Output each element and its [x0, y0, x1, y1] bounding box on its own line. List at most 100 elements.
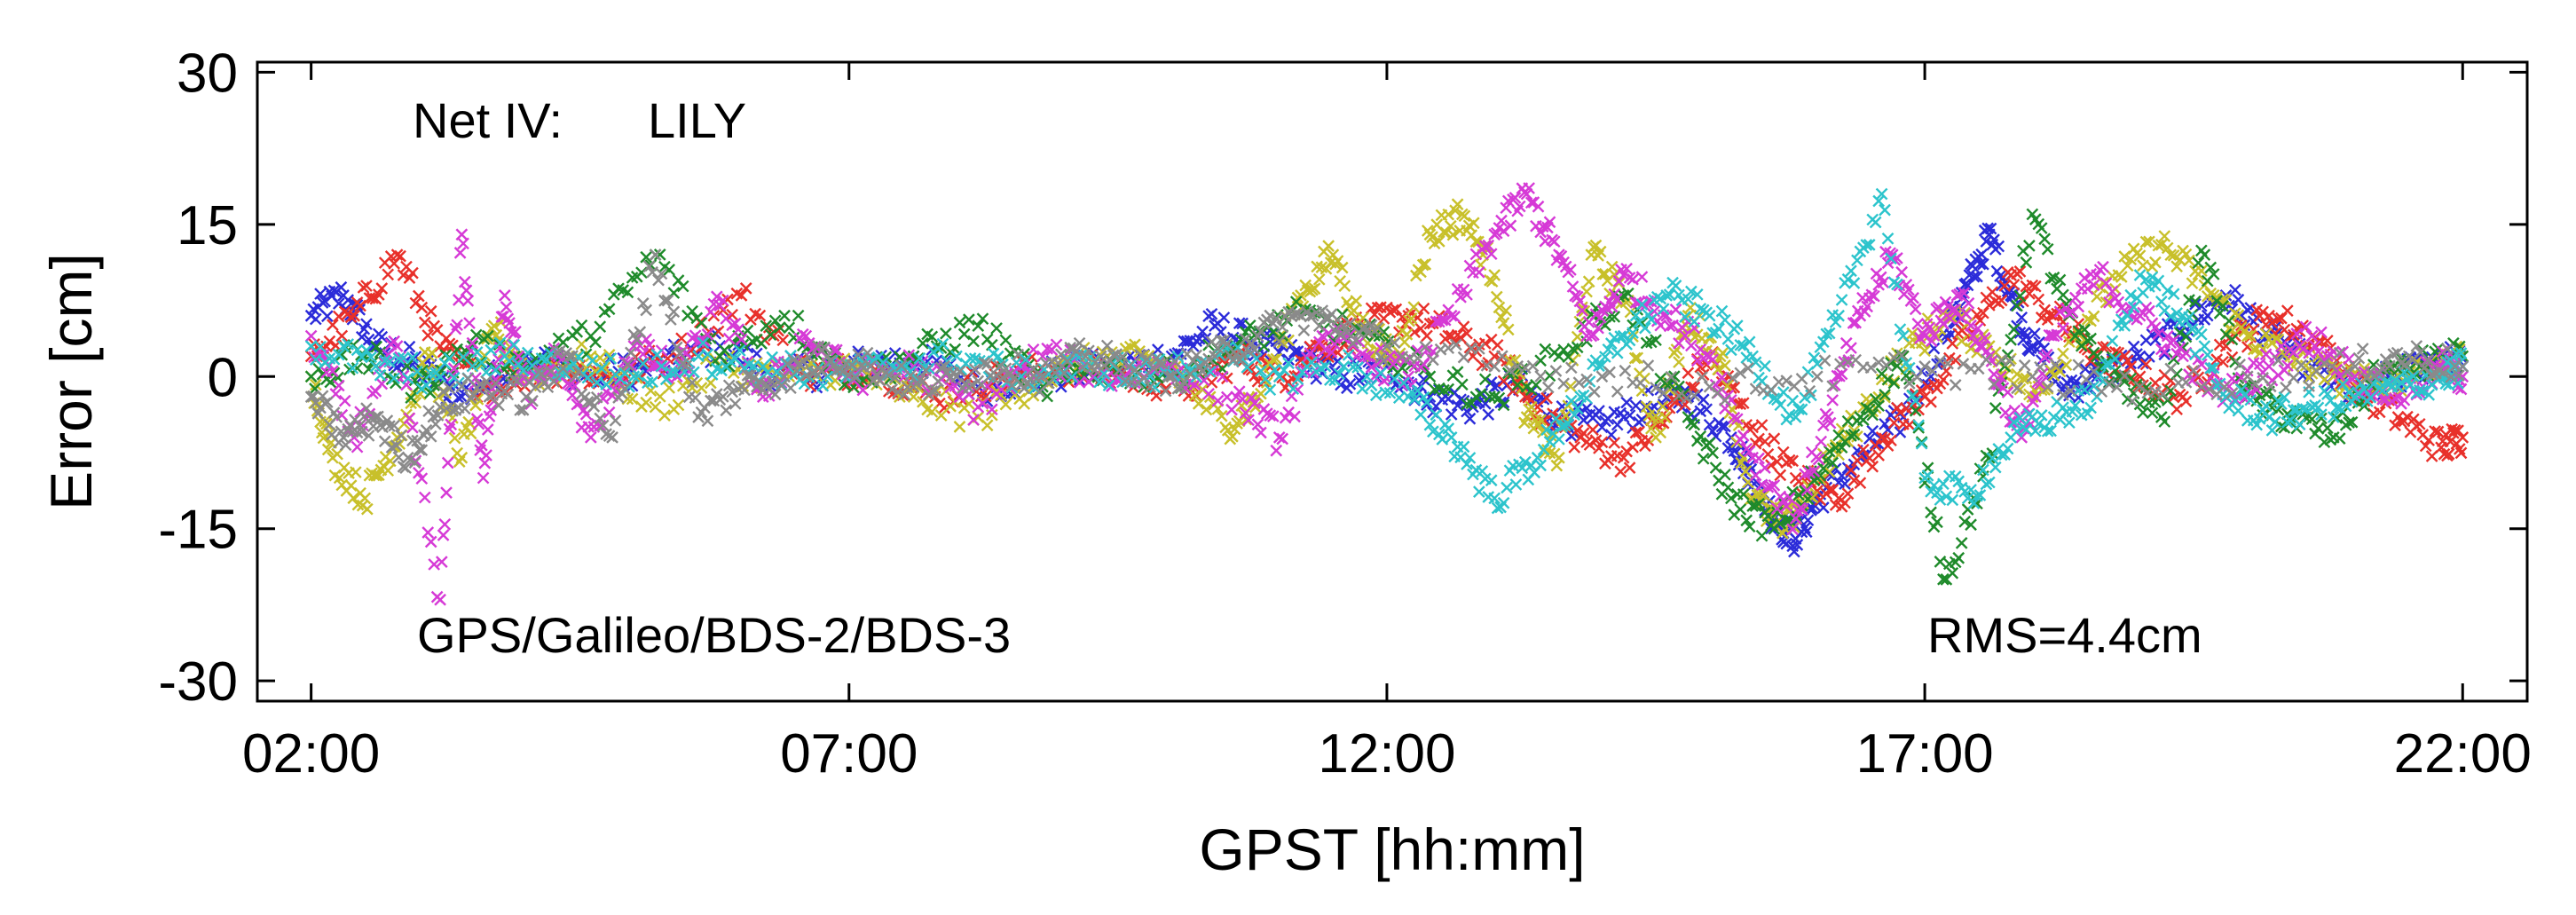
data-point-fill [760, 319, 773, 333]
data-point-fill [2146, 271, 2159, 284]
data-point-fill [1868, 289, 1880, 303]
data-point-fill [802, 336, 815, 350]
data-point-fill [792, 309, 805, 322]
data-point-fill [2183, 254, 2195, 267]
data-point [358, 492, 372, 505]
data-point-fill [999, 362, 1012, 375]
data-point-fill [1761, 447, 1775, 461]
data-point-fill [1682, 293, 1695, 305]
data-point-fill [653, 248, 666, 261]
data-point-fill [2303, 380, 2315, 392]
data-point-fill [1962, 296, 1975, 310]
data-point-fill [2060, 359, 2073, 371]
data-point-fill [1629, 309, 1642, 322]
data-point-fill [2004, 415, 2017, 429]
data-point-fill [2011, 299, 2023, 312]
data-point-fill [1593, 442, 1605, 454]
data-point-fill [420, 423, 433, 437]
data-point-fill [1998, 448, 2012, 461]
data-point-fill [594, 412, 607, 425]
data-point-fill [1599, 351, 1611, 363]
data-point-fill [1792, 403, 1805, 415]
data-point-fill [335, 329, 349, 343]
data-point-fill [1347, 304, 1360, 317]
data-point-fill [2049, 358, 2062, 371]
data-point-fill [1673, 390, 1685, 402]
data-point-fill [738, 383, 751, 397]
data-point-fill [674, 356, 687, 369]
data-point-fill [351, 440, 364, 454]
data-point-fill [323, 335, 336, 348]
data-point-fill [2099, 296, 2113, 309]
data-point-fill [2192, 256, 2205, 270]
data-point-fill [2167, 390, 2180, 404]
data-point-fill [2164, 248, 2178, 262]
data-point-fill [1362, 351, 1375, 363]
data-point-fill [1912, 403, 1926, 416]
data-point-fill [1360, 370, 1374, 383]
data-point-fill [2201, 309, 2214, 322]
data-point-fill [2007, 278, 2021, 291]
data-point-fill [2399, 359, 2412, 371]
data-point-fill [372, 288, 385, 301]
data-point-fill [1845, 463, 1857, 477]
data-point-fill [768, 388, 782, 401]
data-point-fill [815, 365, 828, 377]
data-point-fill [1243, 319, 1256, 332]
data-point-fill [2143, 235, 2155, 248]
data-point-fill [2345, 415, 2359, 429]
data-point-fill [1743, 335, 1756, 349]
data-point-fill [2389, 419, 2401, 432]
data-point-fill [1891, 359, 1903, 373]
data-point-fill [1297, 324, 1311, 337]
data-point-fill [1658, 411, 1672, 424]
data-point [390, 340, 404, 352]
data-point-fill [2217, 355, 2229, 368]
data-point-fill [2398, 393, 2411, 406]
data-point-fill [1739, 465, 1753, 477]
data-point-fill [521, 346, 534, 359]
data-point-fill [1562, 418, 1575, 430]
data-point-fill [747, 359, 760, 373]
data-point-fill [332, 379, 345, 392]
data-point-fill [1737, 488, 1750, 501]
data-point-fill [1550, 459, 1564, 472]
data-point-fill [1239, 333, 1252, 345]
y-axis-label: Error [cm] [38, 253, 104, 510]
data-point-fill [1665, 370, 1678, 383]
data-point-fill [1703, 418, 1716, 431]
data-point-fill [2253, 413, 2266, 425]
data-point-fill [1879, 203, 1891, 217]
station-annotation: LILY [648, 92, 746, 148]
data-point-fill [1478, 240, 1492, 253]
data-point-fill [768, 314, 782, 327]
data-point-fill [2063, 416, 2076, 430]
data-point-fill [1148, 381, 1162, 394]
data-point-fill [967, 335, 980, 348]
data-point-fill [2121, 259, 2134, 272]
data-point-fill [600, 378, 612, 391]
data-point-fill [1696, 371, 1708, 383]
data-point-fill [2425, 367, 2438, 381]
data-point-fill [1543, 216, 1556, 229]
data-point-fill [1647, 412, 1660, 424]
data-point-fill [1497, 375, 1510, 388]
data-point-fill [1869, 392, 1882, 406]
data-point-fill [990, 322, 1003, 335]
data-point-fill [980, 390, 992, 403]
data-point [2133, 350, 2147, 363]
data-point-fill [2032, 417, 2045, 430]
data-point-fill [321, 443, 335, 456]
data-point-fill [722, 379, 736, 392]
data-point-fill [953, 316, 966, 329]
data-point [1660, 289, 1673, 302]
data-point-fill [695, 382, 708, 394]
data-point-fill [524, 398, 538, 411]
data-point-fill [766, 351, 779, 364]
data-point [1123, 360, 1135, 373]
data-point-fill [1497, 225, 1510, 238]
data-point-fill [1818, 354, 1832, 367]
data-point-fill [1740, 514, 1753, 527]
data-point-fill [2110, 381, 2123, 394]
data-point-fill [1493, 391, 1506, 405]
